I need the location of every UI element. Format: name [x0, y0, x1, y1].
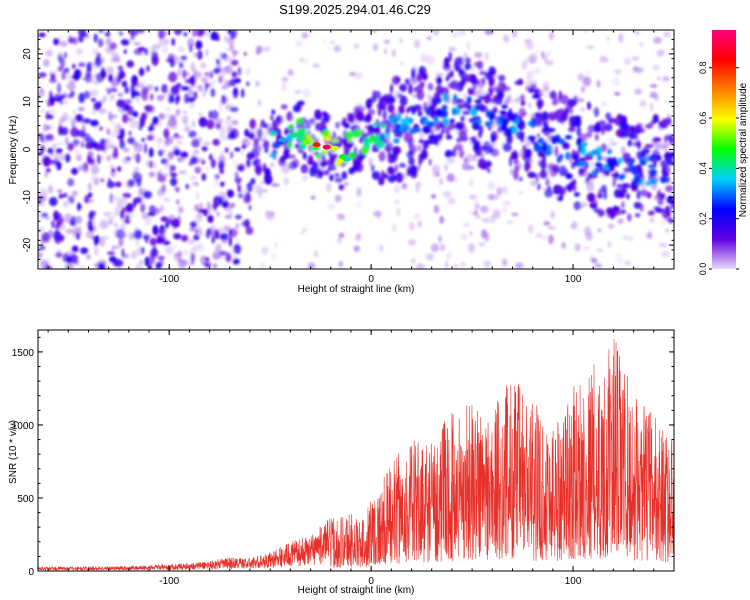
tick-label: 0	[28, 567, 34, 578]
colorbar-ticks: 0.0 0.2 0.4 0.6 0.8	[698, 61, 739, 275]
tick-label: -100	[159, 274, 179, 285]
tick-label: 100	[565, 576, 582, 587]
tick-label: 500	[17, 494, 34, 505]
spectrogram-blobs	[38, 30, 674, 269]
colorbar-tick-label: 0.4	[698, 162, 708, 175]
tick-label: 20	[22, 48, 33, 60]
tick-label: 1000	[12, 421, 35, 432]
colorbar: 0.0 0.2 0.4 0.6 0.8 Normalized spectral ampl…	[698, 30, 749, 275]
tick-label: 0	[368, 576, 374, 587]
tick-label: -100	[159, 576, 179, 587]
tick-label: -10	[22, 190, 33, 205]
snr-xlabel: Height of straight line (km)	[298, 585, 415, 596]
tick-label: 100	[565, 274, 582, 285]
tick-label: 0	[368, 274, 374, 285]
snr-series-line	[38, 339, 674, 571]
spectrogram-image	[38, 30, 674, 269]
colorbar-tick-label: 0.6	[698, 112, 708, 125]
spectrogram-ylabel: Frequency (Hz)	[8, 116, 19, 185]
colorbar-tick-label: 0.8	[698, 61, 708, 74]
colorbar-tick-label: 0.2	[698, 212, 708, 225]
tick-label: 10	[22, 96, 33, 108]
tick-label: -20	[22, 237, 33, 252]
snr-ylabel: SNR (10 * v/v)	[8, 420, 19, 484]
colorbar-label: Normalized spectral amplitude	[738, 82, 749, 217]
chart-title: S199.2025.294.01.46.C29	[279, 2, 431, 17]
tick-label: 0	[22, 146, 33, 152]
colorbar-tick-label: 0.0	[698, 263, 708, 276]
snr-frame	[37, 329, 675, 572]
colorbar-gradient	[712, 30, 736, 269]
tick-label: 1500	[12, 348, 35, 359]
spectrogram-xlabel: Height of straight line (km)	[298, 284, 415, 295]
